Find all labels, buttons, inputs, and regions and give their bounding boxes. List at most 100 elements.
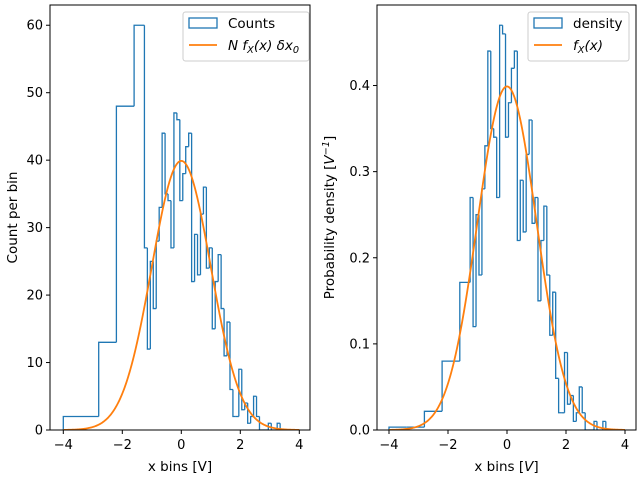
histogram-bin [176,112,180,121]
plot-area [388,24,625,430]
y-tick-label: 0.4 [349,79,370,94]
histogram-bin [513,50,518,69]
histogram-bin [179,119,183,202]
histogram-bin [173,112,177,248]
legend-histogram-patch [188,17,218,29]
histogram-bin [196,234,201,276]
y-tick-label: 40 [26,154,43,169]
histogram-bin [504,33,509,138]
legend-label-curve: N fX​(x) δx0​ [228,38,299,56]
histogram-bin [531,119,536,224]
x-axis-label: x bins [V] [148,459,212,475]
histogram-bin [555,292,559,379]
legend-label-histogram: Counts [228,16,275,32]
histogram-bin [549,274,553,336]
histogram-bin [241,369,245,411]
legend-box [182,11,310,62]
histogram-bin [143,25,148,249]
histogram-bin [496,137,500,199]
histogram-bin [62,415,81,430]
legend-box [527,11,630,62]
fit-curve [389,85,625,430]
histogram-bin [267,422,272,430]
histogram-bin [528,119,533,155]
histogram-bin [238,368,242,417]
plot-area [62,24,300,430]
histogram-bin [493,128,497,138]
x-tick-label: 2 [562,438,570,453]
legend-label-curve: fX​(x) [573,38,603,56]
histogram-bin [563,351,568,413]
histogram-bin [469,196,474,283]
histogram-bin [167,193,171,202]
x-tick-label: 2 [236,438,244,453]
histogram-bin [133,24,145,107]
fit-curve [63,159,300,430]
histogram-bin [182,173,186,201]
y-tick-label: 0.3 [349,165,370,180]
histogram-bin [472,197,477,328]
histogram-bin [226,321,230,356]
y-tick-label: 60 [26,19,43,34]
x-tick-label: −4 [379,438,398,453]
y-axis-label: Count per bin [5,172,21,264]
histogram-bin [229,322,233,391]
histogram-bin [540,239,544,301]
x-tick-label: 0 [177,438,185,453]
x-tick-label: 0 [503,438,511,453]
y-tick-label: 50 [26,86,43,101]
histogram-bin [546,206,550,276]
histogram-bin [581,386,586,414]
legend: Counts N fX​(x) δx0​ [182,11,310,62]
histogram-bin [152,261,157,310]
histogram-bin [232,389,236,418]
histogram-bin [190,133,195,283]
x-tick-label: −2 [438,438,457,453]
histogram-bin [578,386,583,413]
histogram-bin [478,214,482,276]
histogram-bin [252,395,257,417]
histogram-bin [161,132,166,208]
x-tick-label: 4 [621,438,629,453]
y-tick-label: 0 [35,424,43,439]
y-tick-label: 30 [26,221,43,236]
histogram-bin [501,25,506,35]
legend-label-histogram: density [573,16,623,32]
histogram-bin [205,187,210,269]
histogram-bin [193,233,198,282]
axes-frame [49,4,311,431]
y-tick-label: 10 [26,356,43,371]
x-tick-label: −4 [54,438,73,453]
histogram-bin [170,200,174,249]
right-axes-density: −4 −2 0 2 4 0.0 0.1 0.2 0.3 0.4 x bins [V] Probabil… [321,4,637,475]
histogram-bin [602,420,606,430]
histogram-bin [605,421,609,430]
histogram-bin [217,253,222,282]
histogram-bin [566,352,571,405]
histogram-bin [596,421,600,430]
legend: density fX​(x) [527,11,630,62]
histogram-bin [557,378,562,414]
histogram-bin [146,247,151,350]
x-axis-label: x bins [V] [474,459,538,475]
histogram-bin [115,105,135,343]
histogram-bin [543,205,547,241]
histogram-bin [220,254,225,310]
y-axis-label: Probability density [V−1​] [321,136,338,300]
y-tick-label: 20 [26,289,43,304]
histogram-bin [516,51,521,242]
legend-histogram-patch [533,17,563,29]
histogram-bin [98,341,117,417]
y-tick-label: 0.1 [349,337,370,352]
histogram-bin [214,280,219,329]
histogram-bin [202,186,207,215]
x-tick-label: −2 [113,438,132,453]
histogram-bin [522,180,527,233]
histogram-bin [507,102,512,138]
histogram-bin [519,179,524,241]
y-tick-label: 0.0 [349,424,370,439]
histogram-bin [255,396,260,418]
histogram-bin [498,24,503,198]
